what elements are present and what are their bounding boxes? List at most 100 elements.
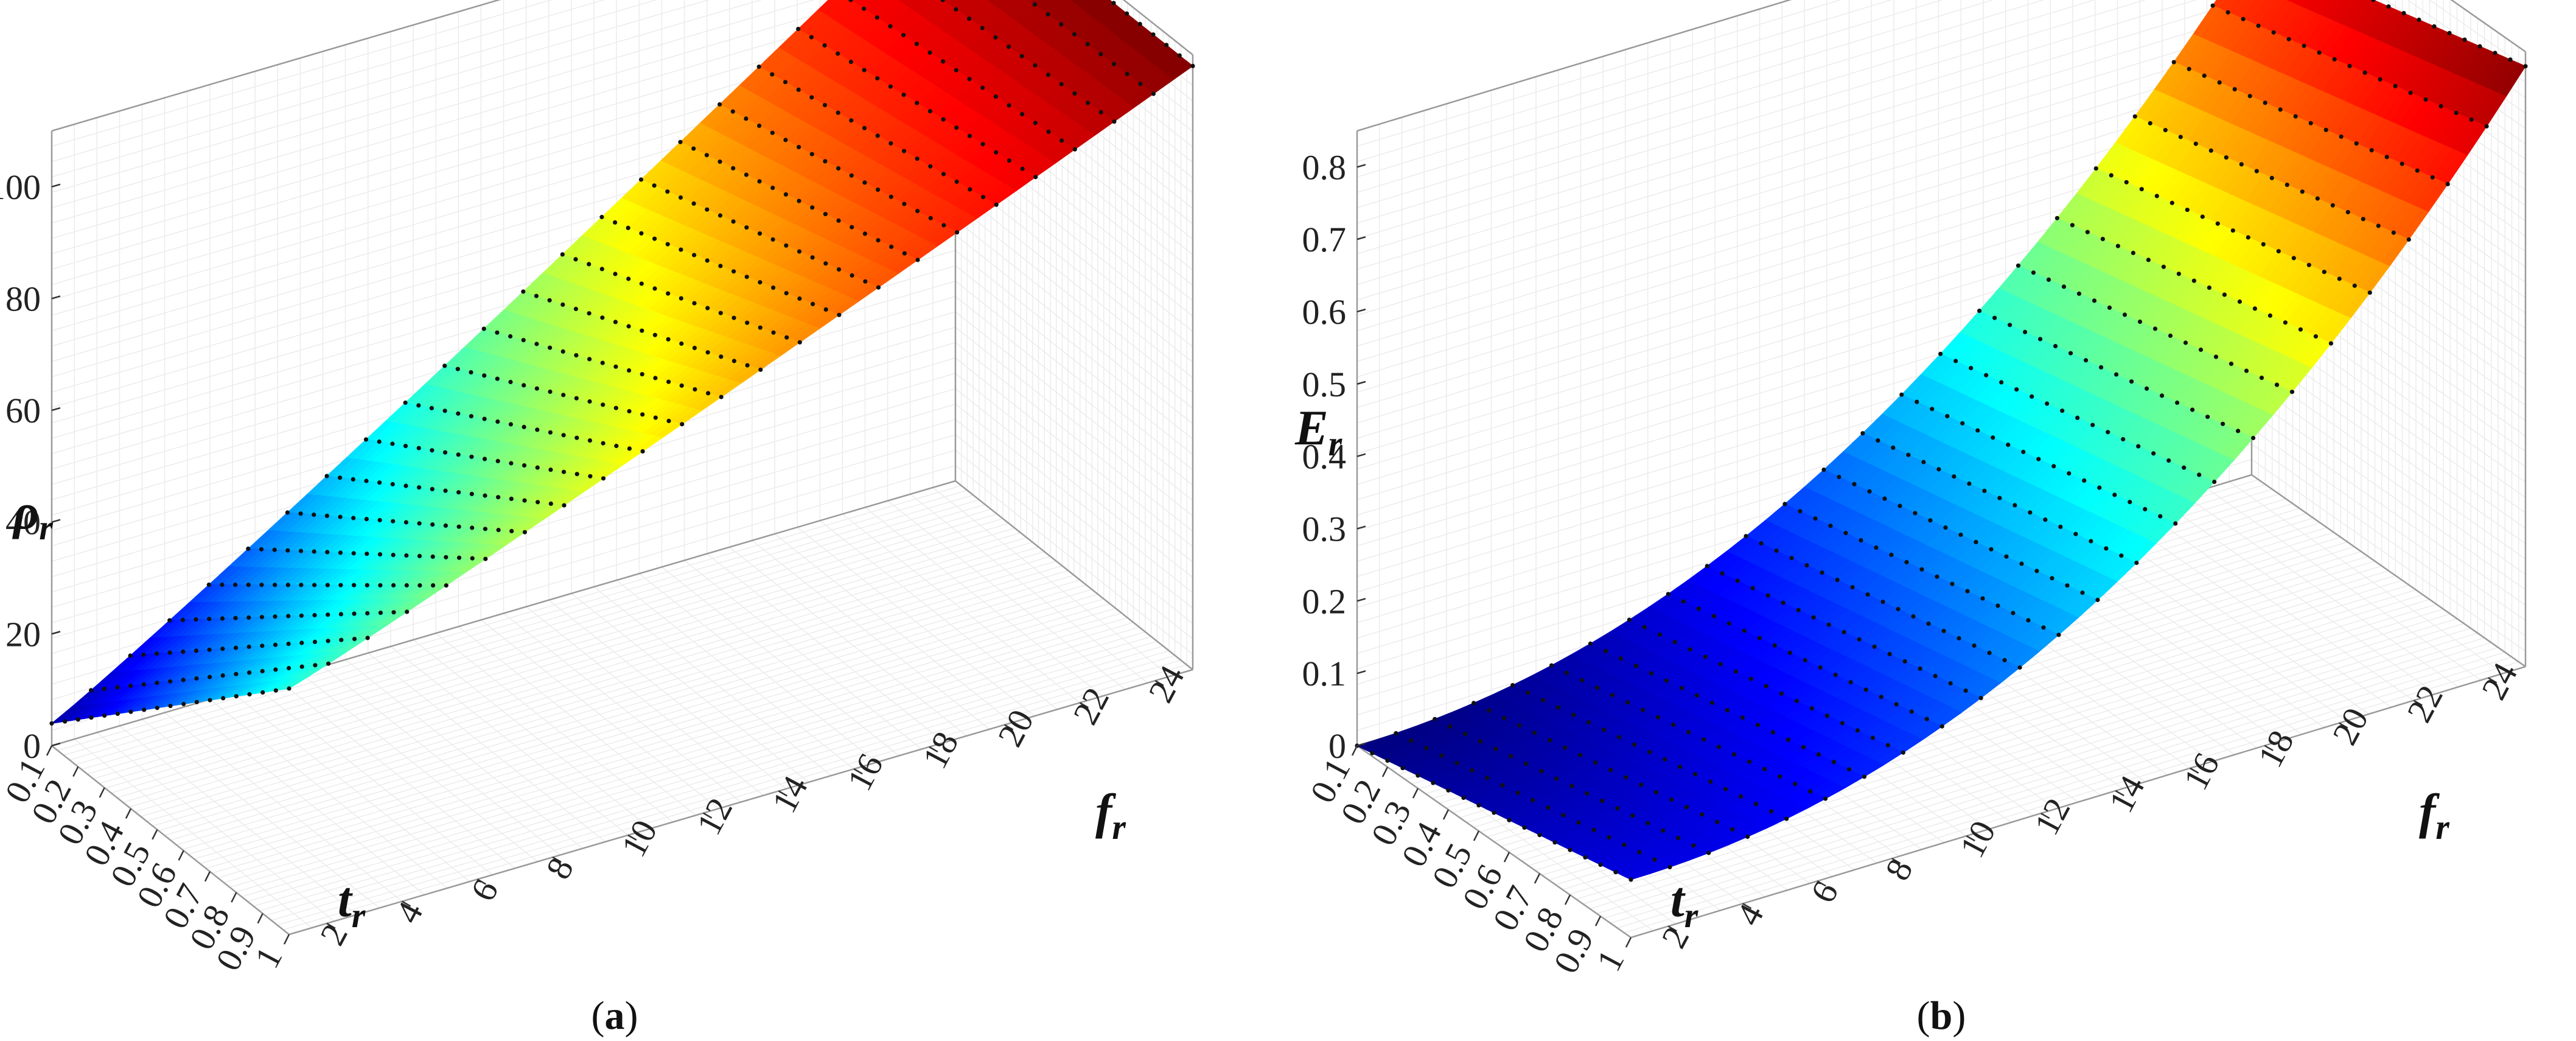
sample-point — [1618, 656, 1624, 661]
sample-point — [1818, 665, 1823, 670]
sample-point — [954, 7, 958, 12]
sample-point — [299, 613, 304, 618]
sample-point — [1439, 753, 1444, 758]
sample-point — [1370, 751, 1375, 755]
sample-point — [2160, 393, 2165, 398]
sample-point — [128, 684, 133, 689]
sample-point — [325, 550, 330, 555]
sample-point — [836, 110, 840, 115]
sample-point — [2043, 517, 2048, 522]
sample-point — [495, 458, 500, 464]
sample-point — [940, 0, 945, 2]
sample-point — [2401, 11, 2406, 16]
sample-point — [652, 236, 657, 241]
sample-point — [994, 150, 999, 155]
grid-line — [774, 533, 1013, 723]
sample-point — [2523, 64, 2528, 69]
grid-line — [1356, 0, 2248, 270]
sample-point — [2152, 326, 2158, 331]
sample-point — [1941, 628, 1946, 634]
sample-point — [417, 521, 422, 526]
panel-a-chart: 0204060801000.10.20.30.40.50.60.70.80.91… — [0, 0, 1195, 1038]
sample-point — [731, 359, 736, 363]
panel-b-surface — [1356, 0, 2526, 880]
sample-point — [678, 139, 683, 144]
sample-point — [1576, 820, 1581, 825]
sample-point — [850, 225, 854, 230]
sample-point — [128, 709, 133, 714]
sample-point — [352, 611, 357, 616]
grid-line — [2184, 494, 2459, 687]
sample-point — [600, 360, 605, 365]
sample-point — [1019, 54, 1024, 58]
sample-point — [1603, 648, 1608, 653]
y-tick-mark — [929, 746, 938, 752]
sample-point — [1739, 794, 1744, 799]
sample-point — [574, 435, 579, 440]
sample-point — [404, 553, 409, 558]
sample-point — [2169, 200, 2174, 205]
sample-point — [2267, 313, 2272, 318]
x-tick-mark — [1381, 766, 1389, 777]
sample-point — [915, 156, 920, 161]
sample-point — [1848, 680, 1853, 685]
sample-point — [404, 583, 409, 588]
sample-point — [718, 310, 723, 315]
sample-point — [2384, 155, 2389, 159]
sample-point — [2313, 334, 2318, 339]
sample-point — [1850, 585, 1855, 590]
sample-point — [1936, 467, 1941, 472]
sample-point — [2030, 394, 2034, 399]
sample-point — [574, 396, 579, 401]
sample-point — [2241, 16, 2246, 21]
sample-point — [365, 552, 369, 556]
grid-line — [1610, 651, 2505, 924]
sample-point — [299, 583, 304, 587]
sample-point — [285, 548, 290, 553]
sample-point — [639, 231, 644, 236]
sample-point — [1992, 315, 1997, 320]
grid-line — [1356, 0, 2197, 254]
sample-point — [1772, 643, 1777, 648]
sample-point — [1613, 870, 1618, 875]
sample-point — [194, 699, 199, 704]
grid-line — [2162, 501, 2437, 695]
sample-point — [496, 528, 501, 533]
sample-point — [469, 414, 474, 419]
sample-point — [1785, 737, 1791, 742]
y-tick-label: 10 — [613, 813, 665, 863]
sample-point — [771, 286, 776, 290]
sample-point — [2361, 217, 2365, 222]
sample-point — [1796, 608, 1801, 612]
sample-point — [2182, 465, 2187, 470]
sample-point — [2408, 90, 2413, 96]
sample-point — [2076, 291, 2082, 296]
y-tick-mark — [703, 812, 713, 819]
sample-point — [2080, 591, 2085, 595]
sample-point — [1821, 468, 1826, 472]
sample-point — [705, 306, 710, 310]
sample-point — [1754, 802, 1759, 807]
sample-point — [784, 243, 789, 248]
sample-point — [757, 179, 762, 184]
sample-point — [1537, 833, 1542, 838]
sample-point — [2393, 83, 2398, 88]
sample-point — [836, 218, 841, 223]
sample-point — [2300, 189, 2305, 194]
sample-point — [888, 84, 893, 89]
sample-point — [1510, 683, 1515, 688]
sample-point — [1828, 524, 1833, 528]
sample-point — [2323, 127, 2328, 132]
sample-point — [874, 15, 879, 20]
sample-point — [2400, 161, 2404, 166]
grid-line — [253, 640, 1157, 907]
sample-point — [1891, 445, 1896, 450]
sample-point — [298, 549, 304, 553]
sample-point — [561, 469, 567, 474]
sample-point — [1532, 731, 1537, 735]
grid-line — [217, 612, 1122, 878]
sample-point — [273, 614, 277, 619]
sample-point — [2006, 443, 2011, 447]
panel-b-x-axis-label: tr — [1670, 872, 1698, 935]
